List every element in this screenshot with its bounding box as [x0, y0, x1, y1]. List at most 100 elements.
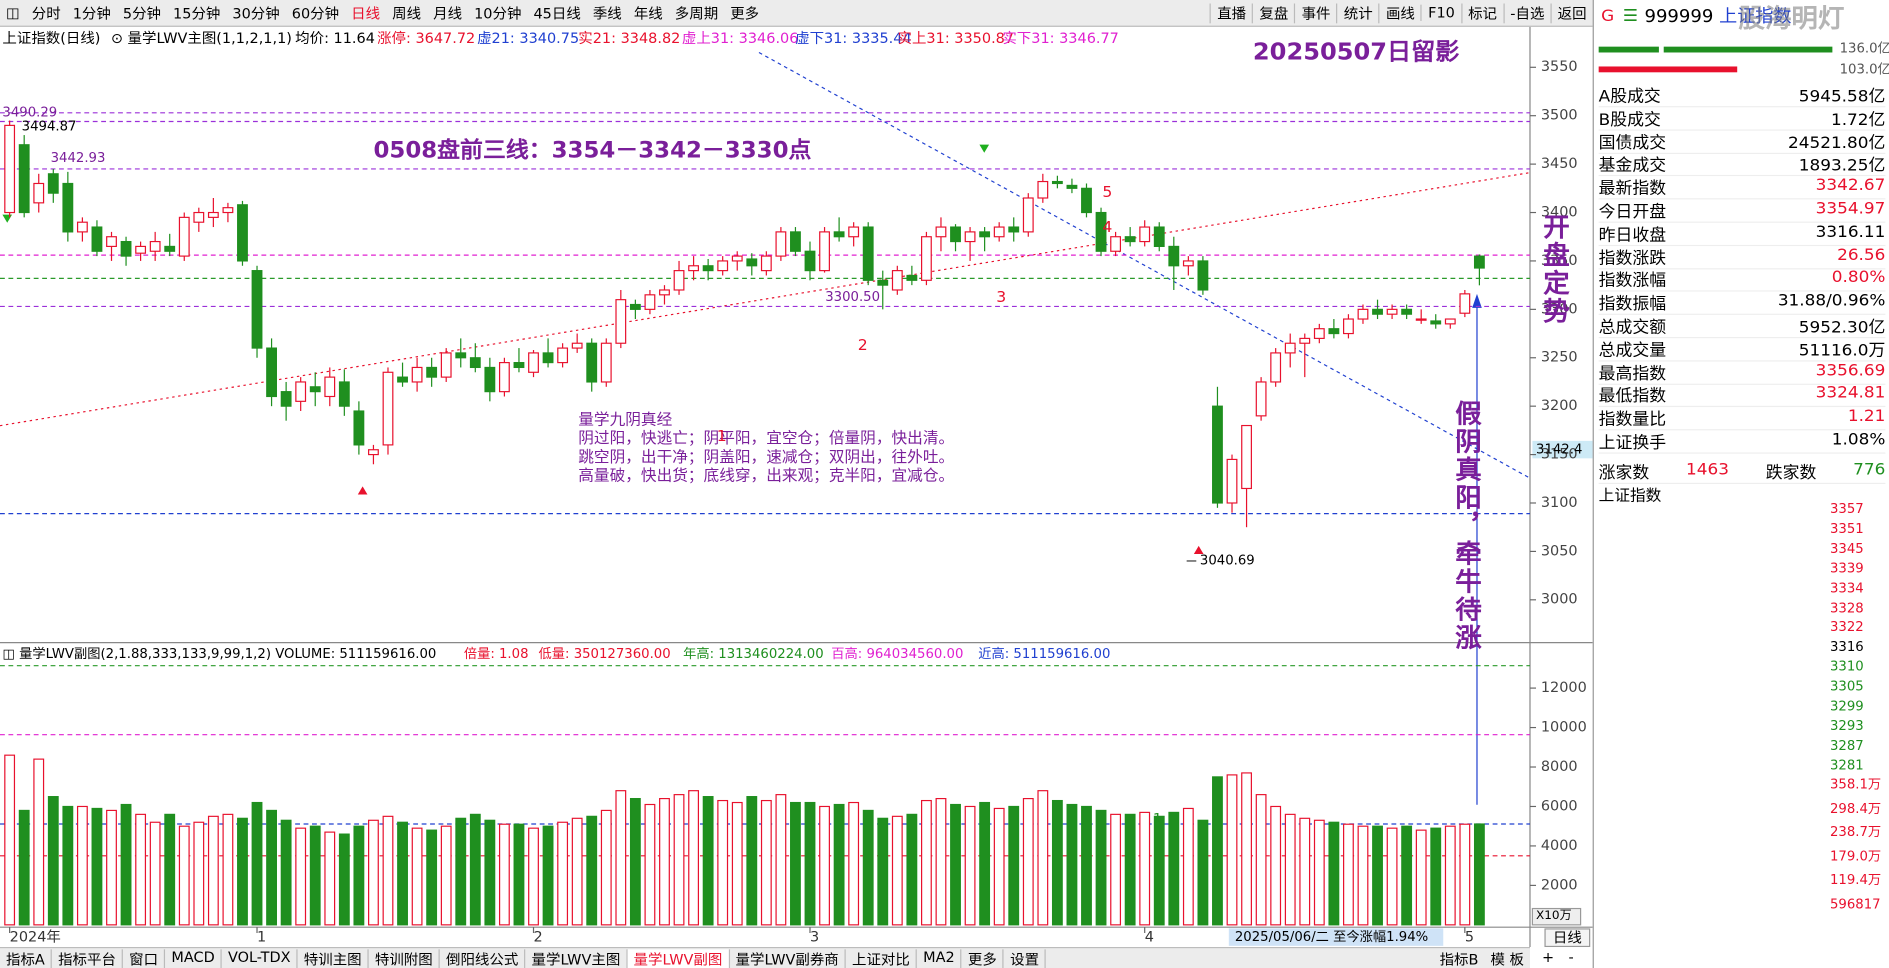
- zoom-out[interactable]: -: [1568, 949, 1574, 966]
- stat-label: 今日开盘: [1598, 202, 1667, 222]
- period-tab[interactable]: 年线: [633, 5, 663, 22]
- candle-body: [1459, 293, 1471, 314]
- three-lines-note: 0508盘前三线：3354－3342－3330点: [373, 137, 812, 164]
- period-tab[interactable]: 周线: [392, 5, 422, 22]
- volume-bar: [266, 809, 277, 926]
- candle-body: [1051, 180, 1063, 185]
- period-tab[interactable]: 多周期: [674, 5, 719, 22]
- price-note: 3442.93: [50, 150, 106, 166]
- y-tick-label: 3450: [1541, 156, 1578, 172]
- candle-body: [1284, 342, 1296, 354]
- candle-body: [760, 255, 772, 272]
- candle-body: [368, 449, 379, 456]
- candle-body: [731, 255, 743, 262]
- tool-button[interactable]: 复盘: [1252, 2, 1294, 23]
- tool-button[interactable]: -自选: [1503, 2, 1550, 23]
- indicator-tab[interactable]: 指标平台: [52, 948, 124, 968]
- mini-price-label: 3339: [1829, 560, 1864, 576]
- candle-body: [353, 410, 365, 446]
- indicator-tab[interactable]: 特训主图: [298, 948, 369, 968]
- stat-label: 国债成交: [1598, 133, 1667, 153]
- breadth-value: 1463: [1686, 460, 1729, 480]
- candle-body: [1081, 187, 1092, 214]
- tool-button[interactable]: 统计: [1336, 2, 1379, 23]
- period-tab[interactable]: 30分钟: [232, 5, 280, 22]
- menu-icon[interactable]: ☰: [1622, 6, 1638, 26]
- cursor-price-box: [1532, 440, 1596, 459]
- period-tab[interactable]: 更多: [730, 5, 760, 22]
- mini-price-label: 3345: [1829, 540, 1864, 557]
- candle-body: [1008, 226, 1020, 233]
- indicator-tab[interactable]: MACD: [165, 948, 222, 968]
- period-tab[interactable]: 1分钟: [72, 5, 111, 22]
- indicator-tab[interactable]: MA2: [917, 948, 962, 968]
- period-tab[interactable]: 45日线: [533, 5, 581, 22]
- tool-button[interactable]: 返回: [1550, 2, 1592, 23]
- zoom-in[interactable]: +: [1542, 949, 1555, 966]
- tool-button[interactable]: 画线: [1378, 2, 1421, 23]
- volume-bar: [397, 821, 408, 926]
- volume-bar: [1415, 829, 1427, 926]
- tool-button[interactable]: 事件: [1294, 2, 1336, 23]
- candle-body: [1313, 328, 1325, 339]
- indicator-name[interactable]: ⊙ 量学LWV主图(1,1,2,1,1): [110, 30, 292, 47]
- period-button[interactable]: 日线: [1544, 928, 1591, 948]
- indicator-tab[interactable]: 量学LWV副图: [627, 948, 730, 968]
- template-button[interactable]: 指标B: [1439, 951, 1479, 968]
- candle-body: [979, 231, 991, 238]
- tool-button[interactable]: 标记: [1460, 2, 1503, 23]
- stat-label: 最高指数: [1598, 364, 1667, 384]
- indicator-tab[interactable]: 窗口: [123, 948, 166, 968]
- wave-marker: 3: [996, 289, 1007, 307]
- candle-body: [1299, 337, 1311, 344]
- y-tick-label: 3150: [1541, 447, 1578, 463]
- period-tab[interactable]: 月线: [433, 5, 463, 22]
- stat-label: 基金成交: [1598, 156, 1667, 176]
- y-tick-label: 6000: [1541, 799, 1578, 815]
- volume-bar: [950, 803, 961, 926]
- stat-value: 5952.30亿: [1798, 318, 1886, 338]
- period-tab[interactable]: 5分钟: [122, 5, 161, 22]
- volume-bar: [1153, 815, 1165, 926]
- layout-icon[interactable]: ◫: [6, 4, 20, 21]
- indicator-tab[interactable]: 特训附图: [369, 948, 440, 968]
- period-tab[interactable]: 日线: [351, 5, 381, 22]
- candle-body: [338, 381, 350, 407]
- tool-button[interactable]: F10: [1420, 4, 1461, 21]
- period-tab[interactable]: 10分钟: [474, 5, 522, 22]
- indicator-tab[interactable]: 设置: [1004, 948, 1047, 968]
- stat-value: 3342.67: [1815, 176, 1886, 195]
- y-tick-label: 3300: [1541, 301, 1578, 317]
- price-note: 3494.87: [21, 118, 77, 135]
- volume-bar: [1328, 821, 1340, 926]
- indicator-tab[interactable]: 更多: [962, 948, 1005, 968]
- volume-bar: [1459, 823, 1471, 926]
- candle-body: [266, 347, 277, 398]
- volume-bar: [1182, 807, 1194, 926]
- period-tab[interactable]: 60分钟: [291, 5, 340, 22]
- stat-row: 指数量比 1.21: [1598, 407, 1886, 431]
- template-button[interactable]: 模 板: [1490, 951, 1524, 968]
- volume-bar: [47, 796, 59, 926]
- indicator-tab[interactable]: VOL-TDX: [222, 948, 298, 968]
- indicator-tab[interactable]: 量学LWV主图: [526, 948, 628, 968]
- period-tab[interactable]: 季线: [592, 5, 622, 22]
- period-tab[interactable]: 分时: [31, 5, 61, 22]
- period-tabs: ◫ 分时 1分钟 5分钟 15分钟 30分钟 60分钟 日线 周线 月线 10分钟 45日线 季线 年线多…: [0, 3, 765, 23]
- candle-body: [1415, 318, 1427, 321]
- indicator-tab[interactable]: 指标A: [0, 948, 53, 968]
- candle-body: [4, 124, 16, 214]
- security-title: 上证指数: [1719, 5, 1792, 27]
- indicator-tab[interactable]: 上证对比: [846, 948, 918, 968]
- tool-button[interactable]: 直播: [1209, 2, 1252, 23]
- stat-label: 上证换手: [1598, 433, 1667, 453]
- volume-bar: [1168, 811, 1180, 926]
- candle-body: [746, 258, 758, 267]
- indicator-tab[interactable]: 倒阳线公式: [440, 948, 526, 968]
- stat-row: 上证换手 1.08%: [1598, 430, 1886, 454]
- volume-header: ◫ 量学LWV副图(2,1.88,333,133,9,99,1,2) VOLUM…: [2, 646, 437, 662]
- period-tab[interactable]: 15分钟: [173, 5, 221, 22]
- candle-body: [135, 245, 147, 254]
- indicator-tab[interactable]: 量学LWV副券商: [730, 948, 846, 968]
- volume-bar: [862, 809, 874, 926]
